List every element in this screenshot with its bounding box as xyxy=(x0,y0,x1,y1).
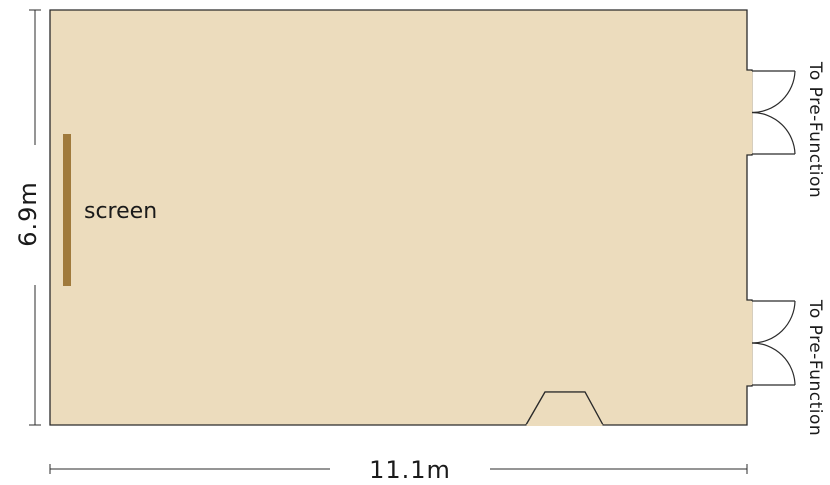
double-door-top[interactable] xyxy=(751,70,796,155)
door-gap-top xyxy=(745,71,753,154)
screen-label: screen xyxy=(84,199,157,224)
height-dimension-label: 6.9m xyxy=(14,181,42,247)
door-bottom-label: To Pre-Function xyxy=(805,299,825,436)
double-door-bottom[interactable] xyxy=(751,300,796,386)
door-gap-bottom xyxy=(745,301,753,385)
width-dimension-label: 11.1m xyxy=(369,456,451,484)
width-dimension-line xyxy=(49,464,748,474)
projection-screen xyxy=(63,134,71,286)
bottom-entry-recess xyxy=(525,391,604,426)
door-top-label: To Pre-Function xyxy=(805,61,825,198)
height-dimension-line xyxy=(29,9,41,426)
